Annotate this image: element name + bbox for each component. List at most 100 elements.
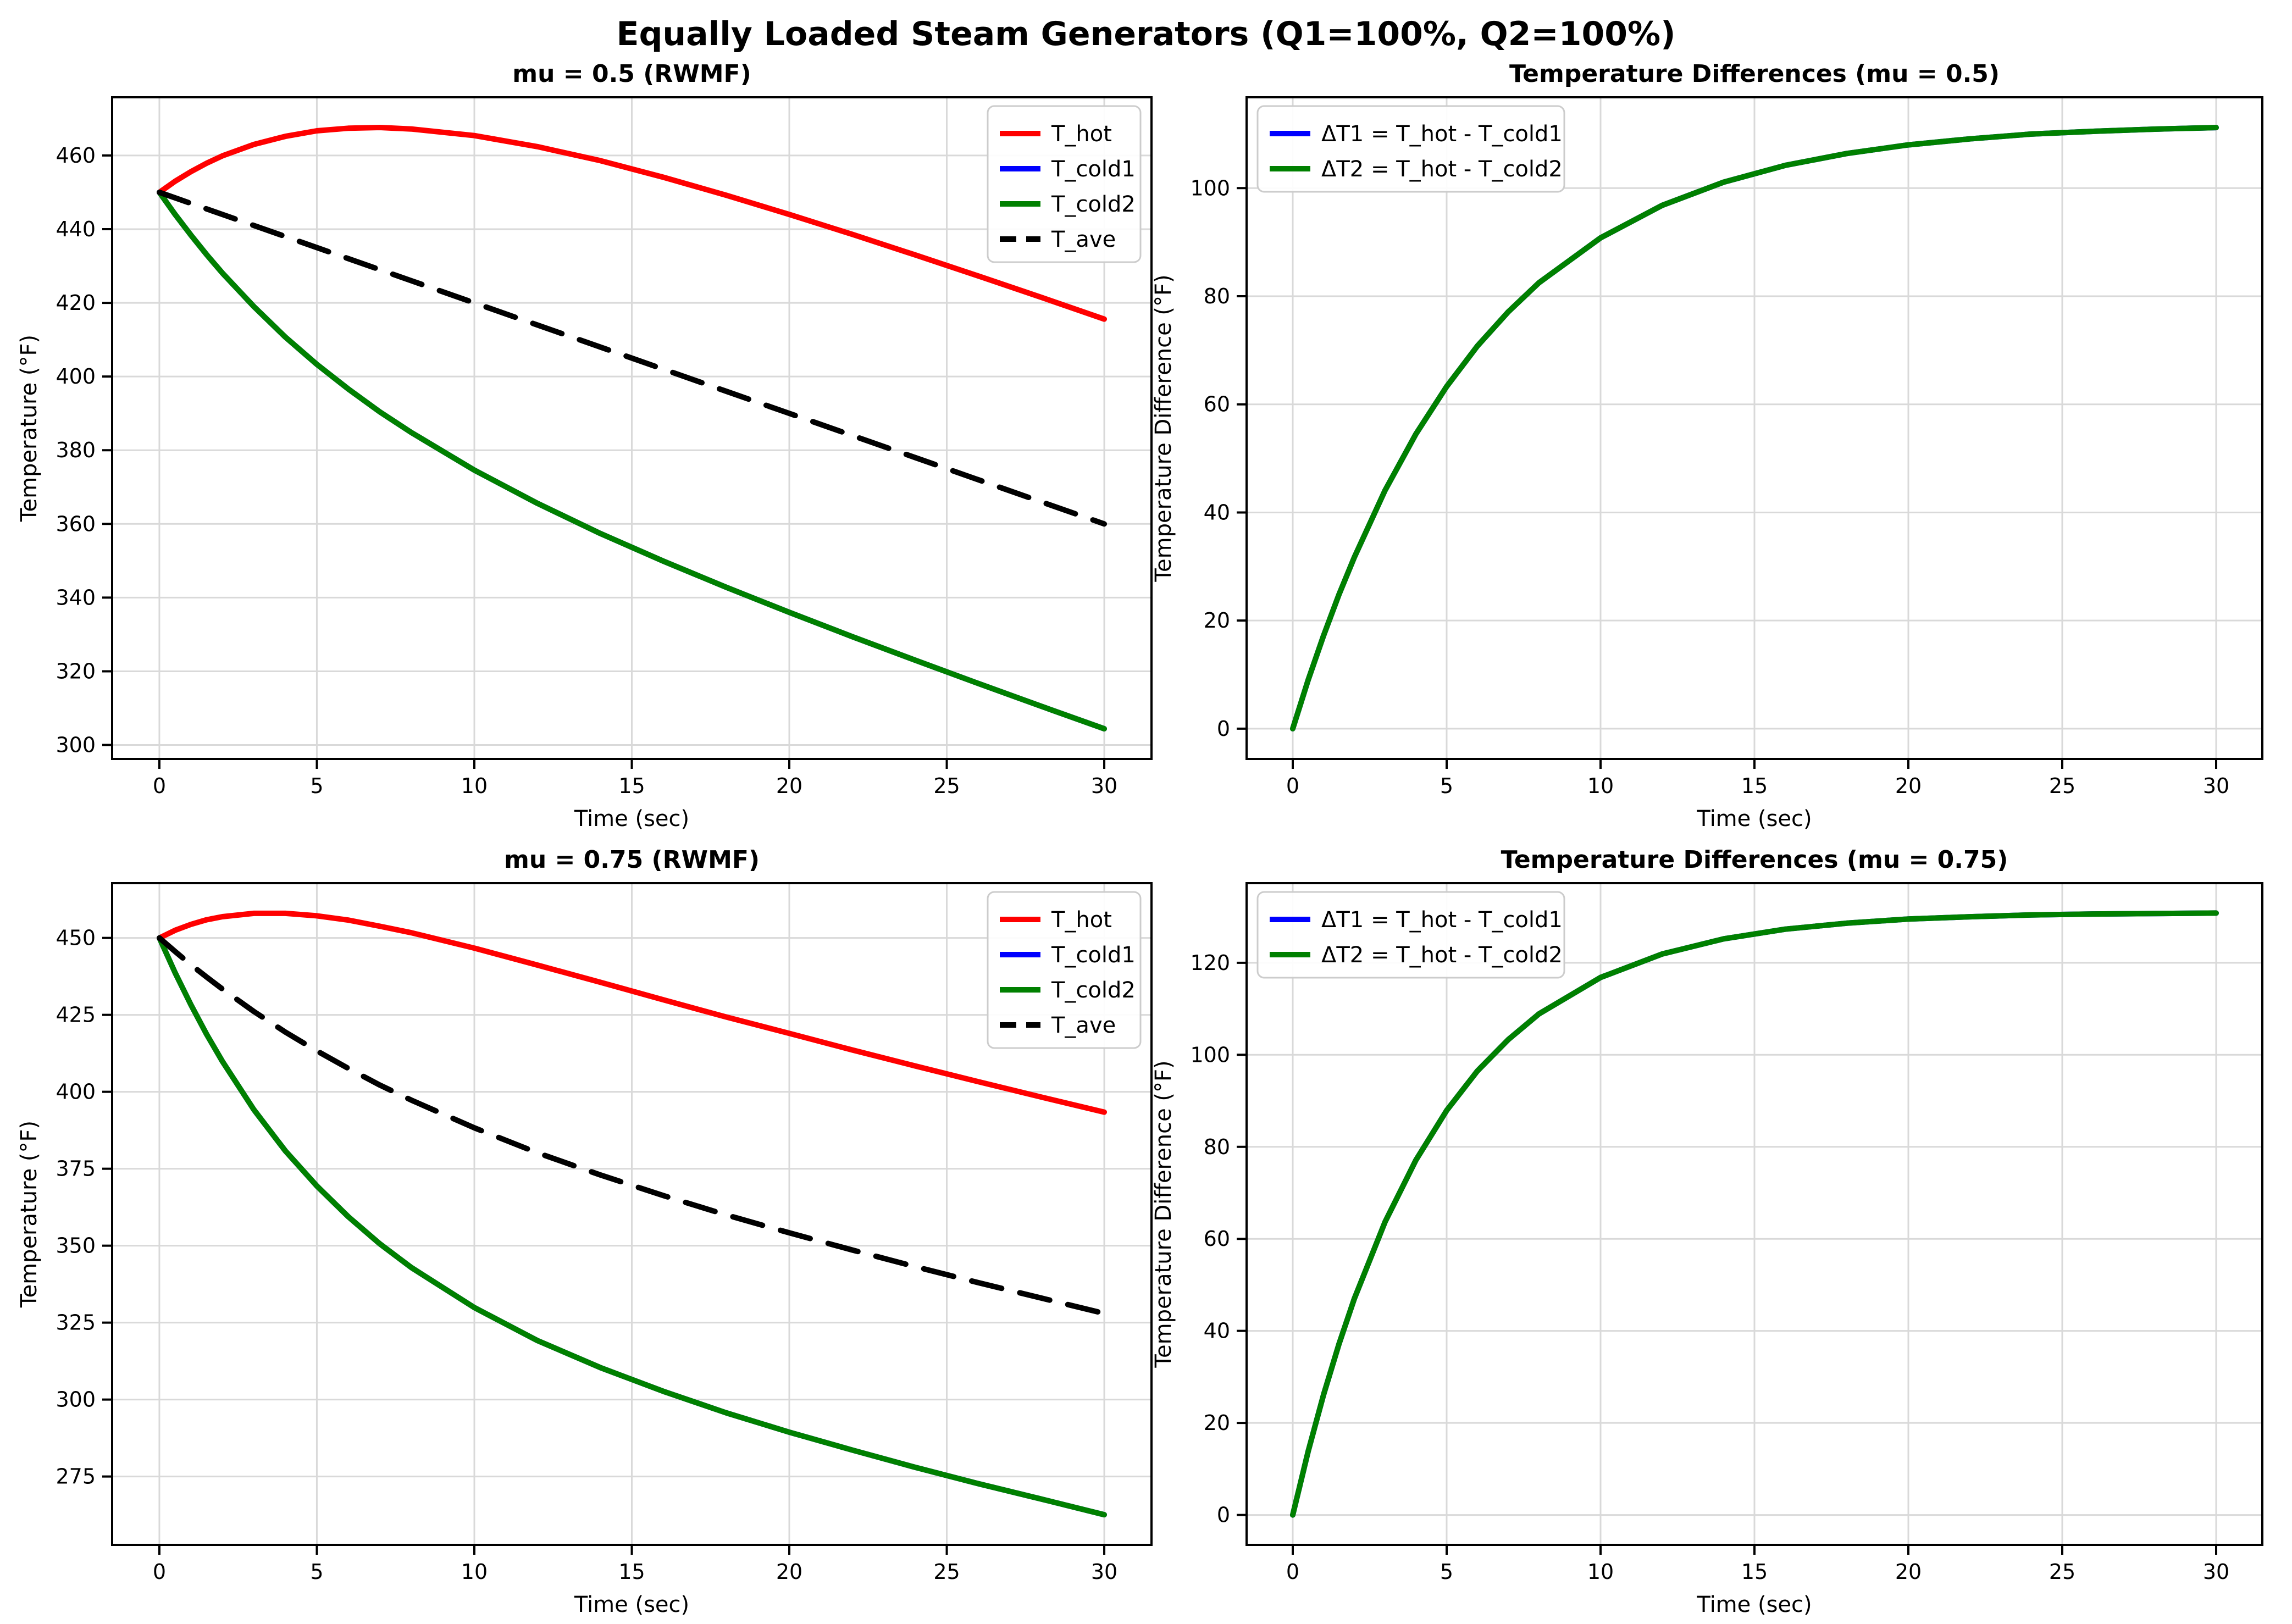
x-tick-label: 25 — [933, 1560, 960, 1584]
x-tick-label: 25 — [2049, 774, 2075, 798]
y-tick-label: 0 — [1217, 1503, 1230, 1527]
legend-label: ΔT2 = T_hot - T_cold2 — [1321, 157, 1563, 182]
legend: ΔT1 = T_hot - T_cold1 ΔT2 = T_hot - T_col… — [1256, 105, 1565, 193]
x-tick-label: 30 — [2203, 774, 2229, 798]
series-line-t-hot — [157, 910, 1107, 1115]
y-tick-label: 80 — [1204, 1135, 1230, 1159]
subplot-title: Temperature Differences (mu = 0.75) — [1501, 846, 2008, 874]
x-tick-label: 5 — [1440, 774, 1453, 798]
y-tick-label: 80 — [1204, 284, 1230, 308]
series-line-t-ave — [157, 935, 1107, 1316]
y-tick-label: 420 — [56, 291, 96, 315]
series-line-t-hot — [157, 125, 1107, 322]
legend: T_hot T_cold1 T_cold2 T_ave — [987, 105, 1142, 263]
x-tick-label: 15 — [618, 774, 645, 798]
x-tick-label: 20 — [1895, 774, 1922, 798]
subplot-0: 0 5 10 15 20 25 30 300 320 340 360 380 400 420 440 460 m… — [16, 60, 1153, 832]
series-line-t-cold2 — [157, 935, 1107, 1518]
y-tick-label: 40 — [1204, 1319, 1230, 1343]
y-tick-label: 425 — [56, 1003, 96, 1027]
series-line--t2-t-hot-t-cold2 — [1290, 125, 2219, 731]
y-tick-label: 275 — [56, 1465, 96, 1489]
y-tick-label: 100 — [1190, 176, 1230, 200]
x-tick-label: 0 — [1286, 774, 1299, 798]
x-tick-label: 0 — [1286, 1560, 1299, 1584]
y-tick-label: 375 — [56, 1157, 96, 1181]
x-tick-label: 5 — [1440, 1560, 1453, 1584]
y-tick-label: 20 — [1204, 1411, 1230, 1435]
series-line-t-cold2 — [157, 190, 1107, 731]
y-tick-label: 20 — [1204, 608, 1230, 633]
x-tick-label: 25 — [933, 774, 960, 798]
y-tick-label: 320 — [56, 659, 96, 683]
x-tick-label: 10 — [461, 774, 488, 798]
x-axis-label: Time (sec) — [574, 806, 689, 832]
subplot-title: Temperature Differences (mu = 0.5) — [1509, 60, 2000, 88]
legend-label: T_ave — [1051, 1013, 1116, 1038]
legend-label: ΔT1 = T_hot - T_cold1 — [1321, 907, 1563, 933]
y-tick-label: 120 — [1190, 951, 1230, 975]
y-tick-label: 460 — [56, 143, 96, 168]
x-tick-label: 30 — [2203, 1560, 2229, 1584]
y-tick-label: 400 — [56, 1080, 96, 1104]
legend: T_hot T_cold1 T_cold2 T_ave — [987, 891, 1142, 1049]
y-tick-label: 380 — [56, 438, 96, 462]
legend-box — [1256, 105, 1565, 193]
x-tick-label: 15 — [1741, 1560, 1768, 1584]
x-tick-label: 20 — [1895, 1560, 1922, 1584]
figure-suptitle: Equally Loaded Steam Generators (Q1=100%… — [616, 15, 1675, 53]
x-tick-label: 25 — [2049, 1560, 2075, 1584]
legend-label: T_hot — [1051, 121, 1112, 147]
y-tick-label: 360 — [56, 512, 96, 536]
x-tick-label: 10 — [1587, 1560, 1614, 1584]
x-axis-label: Time (sec) — [1696, 806, 1812, 832]
y-tick-label: 440 — [56, 217, 96, 241]
y-axis-label: Temperature Difference (°F) — [1151, 1060, 1176, 1368]
x-axis-label: Time (sec) — [574, 1592, 689, 1617]
y-axis-label: Temperature (°F) — [16, 335, 42, 522]
legend-label: T_ave — [1051, 227, 1116, 252]
x-tick-label: 10 — [1587, 774, 1614, 798]
legend-box — [1256, 891, 1565, 979]
x-tick-label: 15 — [618, 1560, 645, 1584]
series-line--t2-t-hot-t-cold2 — [1290, 910, 2219, 1518]
y-tick-label: 340 — [56, 585, 96, 609]
legend-label: T_cold1 — [1051, 157, 1136, 182]
y-tick-label: 325 — [56, 1311, 96, 1335]
y-tick-label: 100 — [1190, 1043, 1230, 1067]
x-axis-label: Time (sec) — [1696, 1592, 1812, 1617]
subplot-title: mu = 0.5 (RWMF) — [512, 60, 751, 88]
x-tick-label: 30 — [1091, 1560, 1117, 1584]
x-tick-label: 20 — [776, 1560, 802, 1584]
y-tick-label: 60 — [1204, 392, 1230, 417]
subplot-3: 0 5 10 15 20 25 30 0 20 40 60 80 100 120 Temperature D… — [1151, 846, 2263, 1617]
legend-box — [987, 105, 1142, 263]
y-tick-label: 300 — [56, 733, 96, 757]
y-tick-label: 350 — [56, 1234, 96, 1258]
x-tick-label: 20 — [776, 774, 802, 798]
x-tick-label: 10 — [461, 1560, 488, 1584]
x-tick-label: 5 — [310, 774, 323, 798]
y-axis-label: Temperature (°F) — [16, 1121, 42, 1308]
legend-label: T_cold2 — [1051, 978, 1136, 1003]
x-tick-label: 5 — [310, 1560, 323, 1584]
subplot-title: mu = 0.75 (RWMF) — [504, 846, 760, 874]
legend: ΔT1 = T_hot - T_cold1 ΔT2 = T_hot - T_col… — [1256, 891, 1565, 979]
y-tick-label: 300 — [56, 1388, 96, 1412]
y-tick-label: 0 — [1217, 717, 1230, 741]
legend-label: T_cold1 — [1051, 943, 1136, 968]
legend-box — [987, 891, 1142, 1049]
legend-label: T_hot — [1051, 907, 1112, 933]
x-tick-label: 0 — [153, 774, 166, 798]
y-tick-label: 450 — [56, 926, 96, 950]
y-tick-label: 40 — [1204, 500, 1230, 524]
y-tick-label: 400 — [56, 364, 96, 389]
series-line-t-ave — [157, 190, 1107, 527]
x-tick-label: 30 — [1091, 774, 1117, 798]
y-tick-label: 60 — [1204, 1227, 1230, 1251]
legend-label: T_cold2 — [1051, 192, 1136, 217]
subplot-1: 0 5 10 15 20 25 30 0 20 40 60 80 100 Temperature Diff… — [1151, 60, 2263, 832]
x-tick-label: 0 — [153, 1560, 166, 1584]
